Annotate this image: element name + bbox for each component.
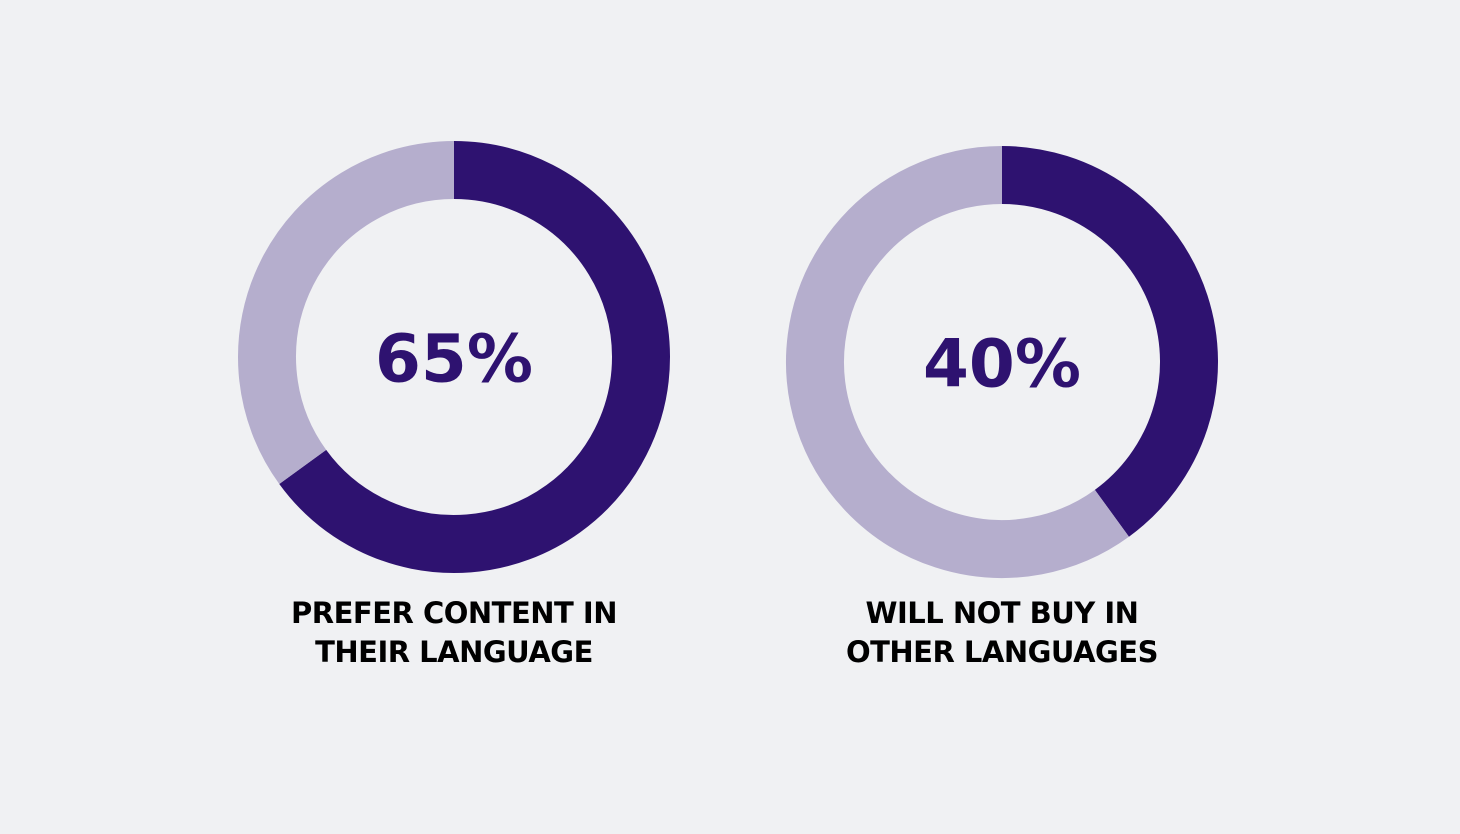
donut-segment bbox=[279, 141, 670, 573]
donut-caption: WILL NOT BUY IN OTHER LANGUAGES bbox=[845, 596, 1159, 669]
donut-segment bbox=[786, 146, 1129, 578]
donut-segment bbox=[1001, 146, 1218, 537]
center-value-label: 65% bbox=[375, 321, 533, 398]
donut-caption: PREFER CONTENT IN THEIR LANGUAGE bbox=[291, 596, 617, 669]
donut-segment bbox=[238, 141, 455, 484]
center-value-label: 40% bbox=[923, 326, 1081, 403]
